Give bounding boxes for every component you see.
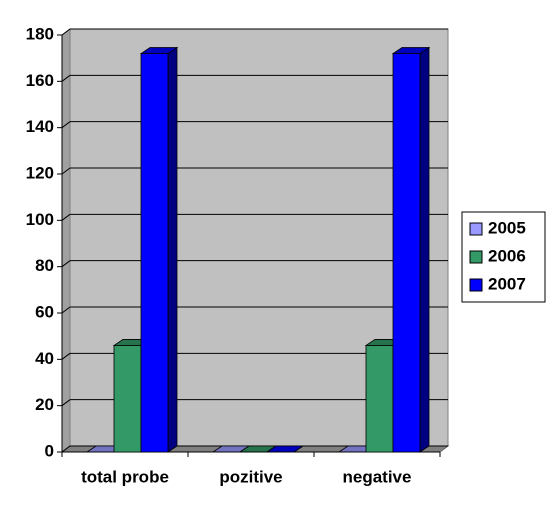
grid-line-side [61, 306, 71, 314]
grid-line-side [61, 74, 71, 82]
grid-line-side [61, 167, 71, 175]
legend-label: 2006 [488, 246, 526, 265]
y-tick-label: 80 [35, 256, 54, 275]
grid-line-side [61, 260, 71, 268]
y-tick-label: 20 [35, 395, 54, 414]
x-tick-label: negative [343, 467, 412, 486]
bar-front [113, 345, 142, 453]
legend-label: 2007 [488, 274, 526, 293]
bar-front [392, 53, 421, 453]
y-tick-label: 60 [35, 302, 54, 321]
legend-swatch [469, 250, 483, 264]
grid-line-side [61, 352, 71, 360]
bar [139, 46, 179, 453]
grid-line-side [61, 213, 71, 221]
y-tick-label: 0 [45, 441, 54, 460]
bar-front [365, 345, 394, 453]
grid-line-side [61, 28, 71, 36]
plot-side-wall [61, 28, 71, 453]
grid-line-side [61, 399, 71, 407]
bar [391, 46, 431, 453]
y-tick-label: 140 [26, 117, 54, 136]
y-tick-label: 100 [26, 210, 54, 229]
bar-side [167, 46, 178, 453]
legend-swatch [469, 278, 483, 292]
y-tick-label: 40 [35, 349, 54, 368]
y-tick-label: 180 [26, 24, 54, 43]
legend-swatch [469, 222, 483, 236]
bar-front [140, 53, 169, 453]
legend-label: 2005 [488, 218, 526, 237]
bar [265, 445, 305, 453]
grid-line-side [61, 445, 71, 453]
x-tick-label: total probe [81, 467, 169, 486]
x-tick-label: pozitive [219, 467, 282, 486]
bar-side [419, 46, 430, 453]
grid-line-side [61, 121, 71, 129]
y-tick-label: 160 [26, 71, 54, 90]
y-tick-label: 120 [26, 163, 54, 182]
